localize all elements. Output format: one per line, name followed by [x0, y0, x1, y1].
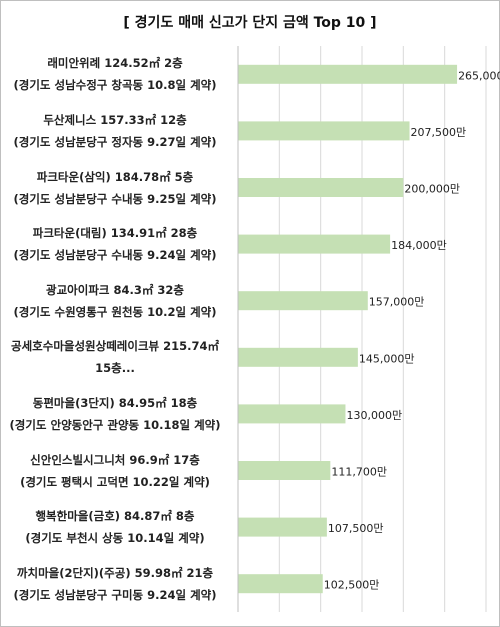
category-label-line2: (경기도 부천시 상동 10.14일 계약)	[25, 531, 205, 546]
data-label: 265,000만	[458, 69, 500, 82]
category-label: 행복한마을(금호) 84.87㎡ 8층 (경기도 부천시 상동 10.14일 계약…	[0, 505, 230, 549]
bar	[238, 234, 391, 254]
category-label-line2: 15층...	[95, 361, 135, 376]
data-label: 184,000만	[391, 239, 447, 252]
bar	[238, 517, 327, 537]
category-label: 래미안위례 124.52㎡ 2층 (경기도 성남수정구 창곡동 10.8일 계약)	[0, 52, 230, 96]
data-label: 145,000만	[359, 352, 415, 365]
bar	[238, 121, 410, 141]
bar	[238, 291, 368, 311]
category-label: 신안인스빌시그니처 96.9㎡ 17층 (경기도 평택시 고덕면 10.22일 계…	[0, 449, 230, 493]
category-label: 두산제니스 157.33㎡ 12층 (경기도 성남분당구 정자동 9.27일 계약…	[0, 109, 230, 153]
category-label-line1: 까치마을(2단지)(주공) 59.98㎡ 21층	[16, 565, 214, 580]
data-label: 107,500만	[328, 522, 384, 535]
category-label-line1: 신안인스빌시그니처 96.9㎡ 17층	[30, 452, 200, 467]
category-label-line2: (경기도 성남분당구 구미동 9.24일 계약)	[13, 587, 217, 602]
data-label: 207,500만	[411, 126, 467, 139]
category-label-line2: (경기도 성남수정구 창곡동 10.8일 계약)	[13, 78, 217, 93]
category-label-line1: 광교아이파크 84.3㎡ 32층	[46, 282, 184, 297]
category-label: 동편마을(3단지) 84.95㎡ 18층 (경기도 안양동안구 관양동 10.18…	[0, 392, 230, 436]
data-label: 111,700만	[331, 466, 387, 479]
category-label: 공세호수마을성원상떼레이크뷰 215.74㎡ 15층...	[0, 335, 230, 379]
category-label-line1: 동편마을(3단지) 84.95㎡ 18층	[32, 395, 198, 410]
category-label-line2: (경기도 수원영통구 원천동 10.2일 계약)	[13, 304, 217, 319]
category-label-line1: 공세호수마을성원상떼레이크뷰 215.74㎡	[11, 339, 219, 354]
data-label: 102,500만	[324, 579, 380, 592]
category-label-line1: 래미안위례 124.52㎡ 2층	[47, 56, 183, 71]
category-label-line1: 행복한마을(금호) 84.87㎡ 8층	[35, 509, 195, 524]
chart-title: [ 경기도 매매 신고가 단지 금액 Top 10 ]	[123, 15, 377, 31]
category-label-line2: (경기도 안양동안구 관양동 10.18일 계약)	[9, 417, 221, 432]
bar	[238, 404, 346, 424]
category-label-line2: (경기도 성남분당구 수내동 9.25일 계약)	[13, 191, 217, 206]
data-label: 157,000만	[369, 296, 425, 309]
data-label: 130,000만	[346, 409, 402, 422]
bar	[238, 461, 331, 480]
bar	[238, 347, 358, 367]
category-label: 파크타운(대림) 134.91㎡ 28층 (경기도 성남분당구 수내동 9.24일…	[0, 222, 230, 266]
category-label-line2: (경기도 성남분당구 정자동 9.27일 계약)	[13, 134, 217, 149]
bar	[238, 574, 323, 594]
data-label: 200,000만	[404, 183, 460, 196]
category-label-line1: 파크타운(대림) 134.91㎡ 28층	[32, 226, 198, 241]
category-label: 파크타운(삼익) 184.78㎡ 5층 (경기도 성남분당구 수내동 9.25일 …	[0, 166, 230, 210]
bar	[238, 178, 404, 197]
category-label: 광교아이파크 84.3㎡ 32층 (경기도 수원영통구 원천동 10.2일 계약)	[0, 279, 230, 323]
category-label-line2: (경기도 성남분당구 수내동 9.24일 계약)	[13, 248, 217, 263]
category-label-line1: 두산제니스 157.33㎡ 12층	[43, 112, 187, 127]
category-label-line1: 파크타운(삼익) 184.78㎡ 5층	[36, 169, 194, 184]
category-label: 까치마을(2단지)(주공) 59.98㎡ 21층 (경기도 성남분당구 구미동 9…	[0, 562, 230, 606]
category-label-line2: (경기도 평택시 고덕면 10.22일 계약)	[20, 474, 210, 489]
bar	[238, 64, 458, 84]
